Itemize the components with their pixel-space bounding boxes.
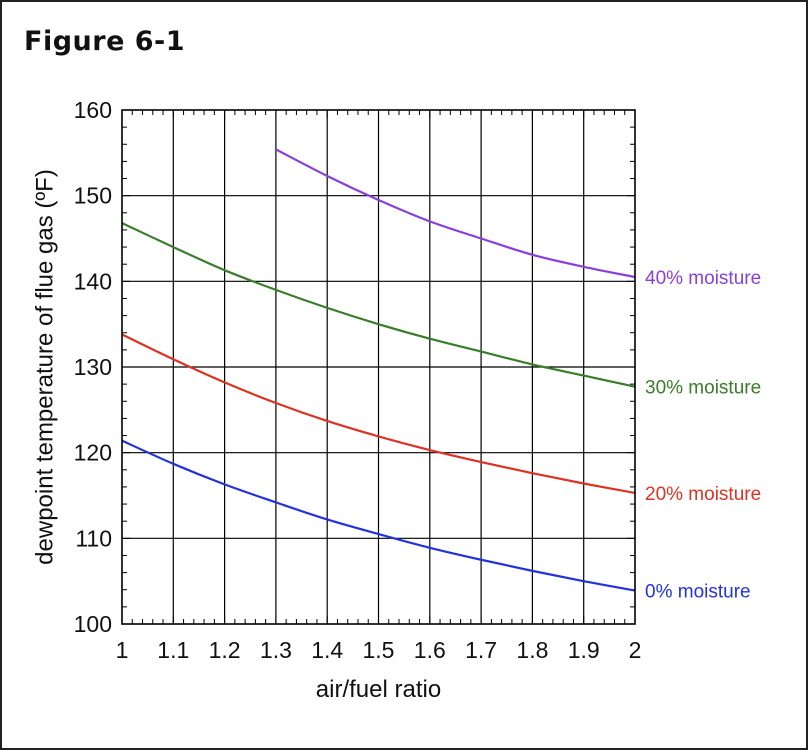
x-tick-labels: 1 1.1 1.2 1.3 1.4 1.5 1.6 1.7 1.8 1.9 2: [116, 637, 642, 663]
y-tick-label: 140: [74, 268, 112, 294]
x-tick-label: 1.1: [157, 637, 189, 663]
x-tick-label: 1.6: [414, 637, 446, 663]
series-line-30-moisture: [121, 222, 636, 388]
x-tick-label: 2: [629, 637, 642, 663]
x-tick-label: 1.9: [568, 637, 600, 663]
plot-border: [121, 109, 636, 625]
gridlines: [122, 110, 635, 624]
figure-title: Figure 6-1: [24, 26, 186, 57]
x-tick-label: 1: [116, 637, 129, 663]
series-lines: [121, 148, 636, 592]
series-line-20-moisture: [121, 333, 636, 495]
y-tick-label: 130: [74, 354, 112, 380]
series-line-0-moisture: [121, 439, 636, 592]
x-tick-label: 1.3: [260, 637, 292, 663]
y-tick-label: 160: [74, 97, 112, 123]
y-tick-label: 100: [74, 611, 112, 637]
series-label-30-moisture: 30% moisture: [645, 378, 761, 399]
x-tick-label: 1.4: [311, 637, 343, 663]
x-axis-label: air/fuel ratio: [316, 676, 441, 703]
y-axis-label: dewpoint temperature of flue gas (ºF): [31, 169, 58, 565]
series-line-40-moisture: [275, 148, 636, 279]
x-tick-label: 1.8: [516, 637, 548, 663]
y-tick-labels: 100 110 120 130 140 150 160: [74, 97, 112, 637]
x-tick-label: 1.7: [465, 637, 497, 663]
series-label-40-moisture: 40% moisture: [645, 268, 761, 289]
y-tick-label: 110: [75, 525, 112, 551]
x-tick-label: 1.2: [209, 637, 241, 663]
x-tick-label: 1.5: [363, 637, 395, 663]
y-tick-label: 150: [74, 183, 112, 209]
series-label-0-moisture: 0% moisture: [645, 582, 751, 603]
series-label-20-moisture: 20% moisture: [645, 484, 761, 505]
series-labels: 0% moisture 20% moisture 30% moisture 40% m…: [645, 268, 761, 603]
y-tick-label: 120: [74, 440, 112, 466]
